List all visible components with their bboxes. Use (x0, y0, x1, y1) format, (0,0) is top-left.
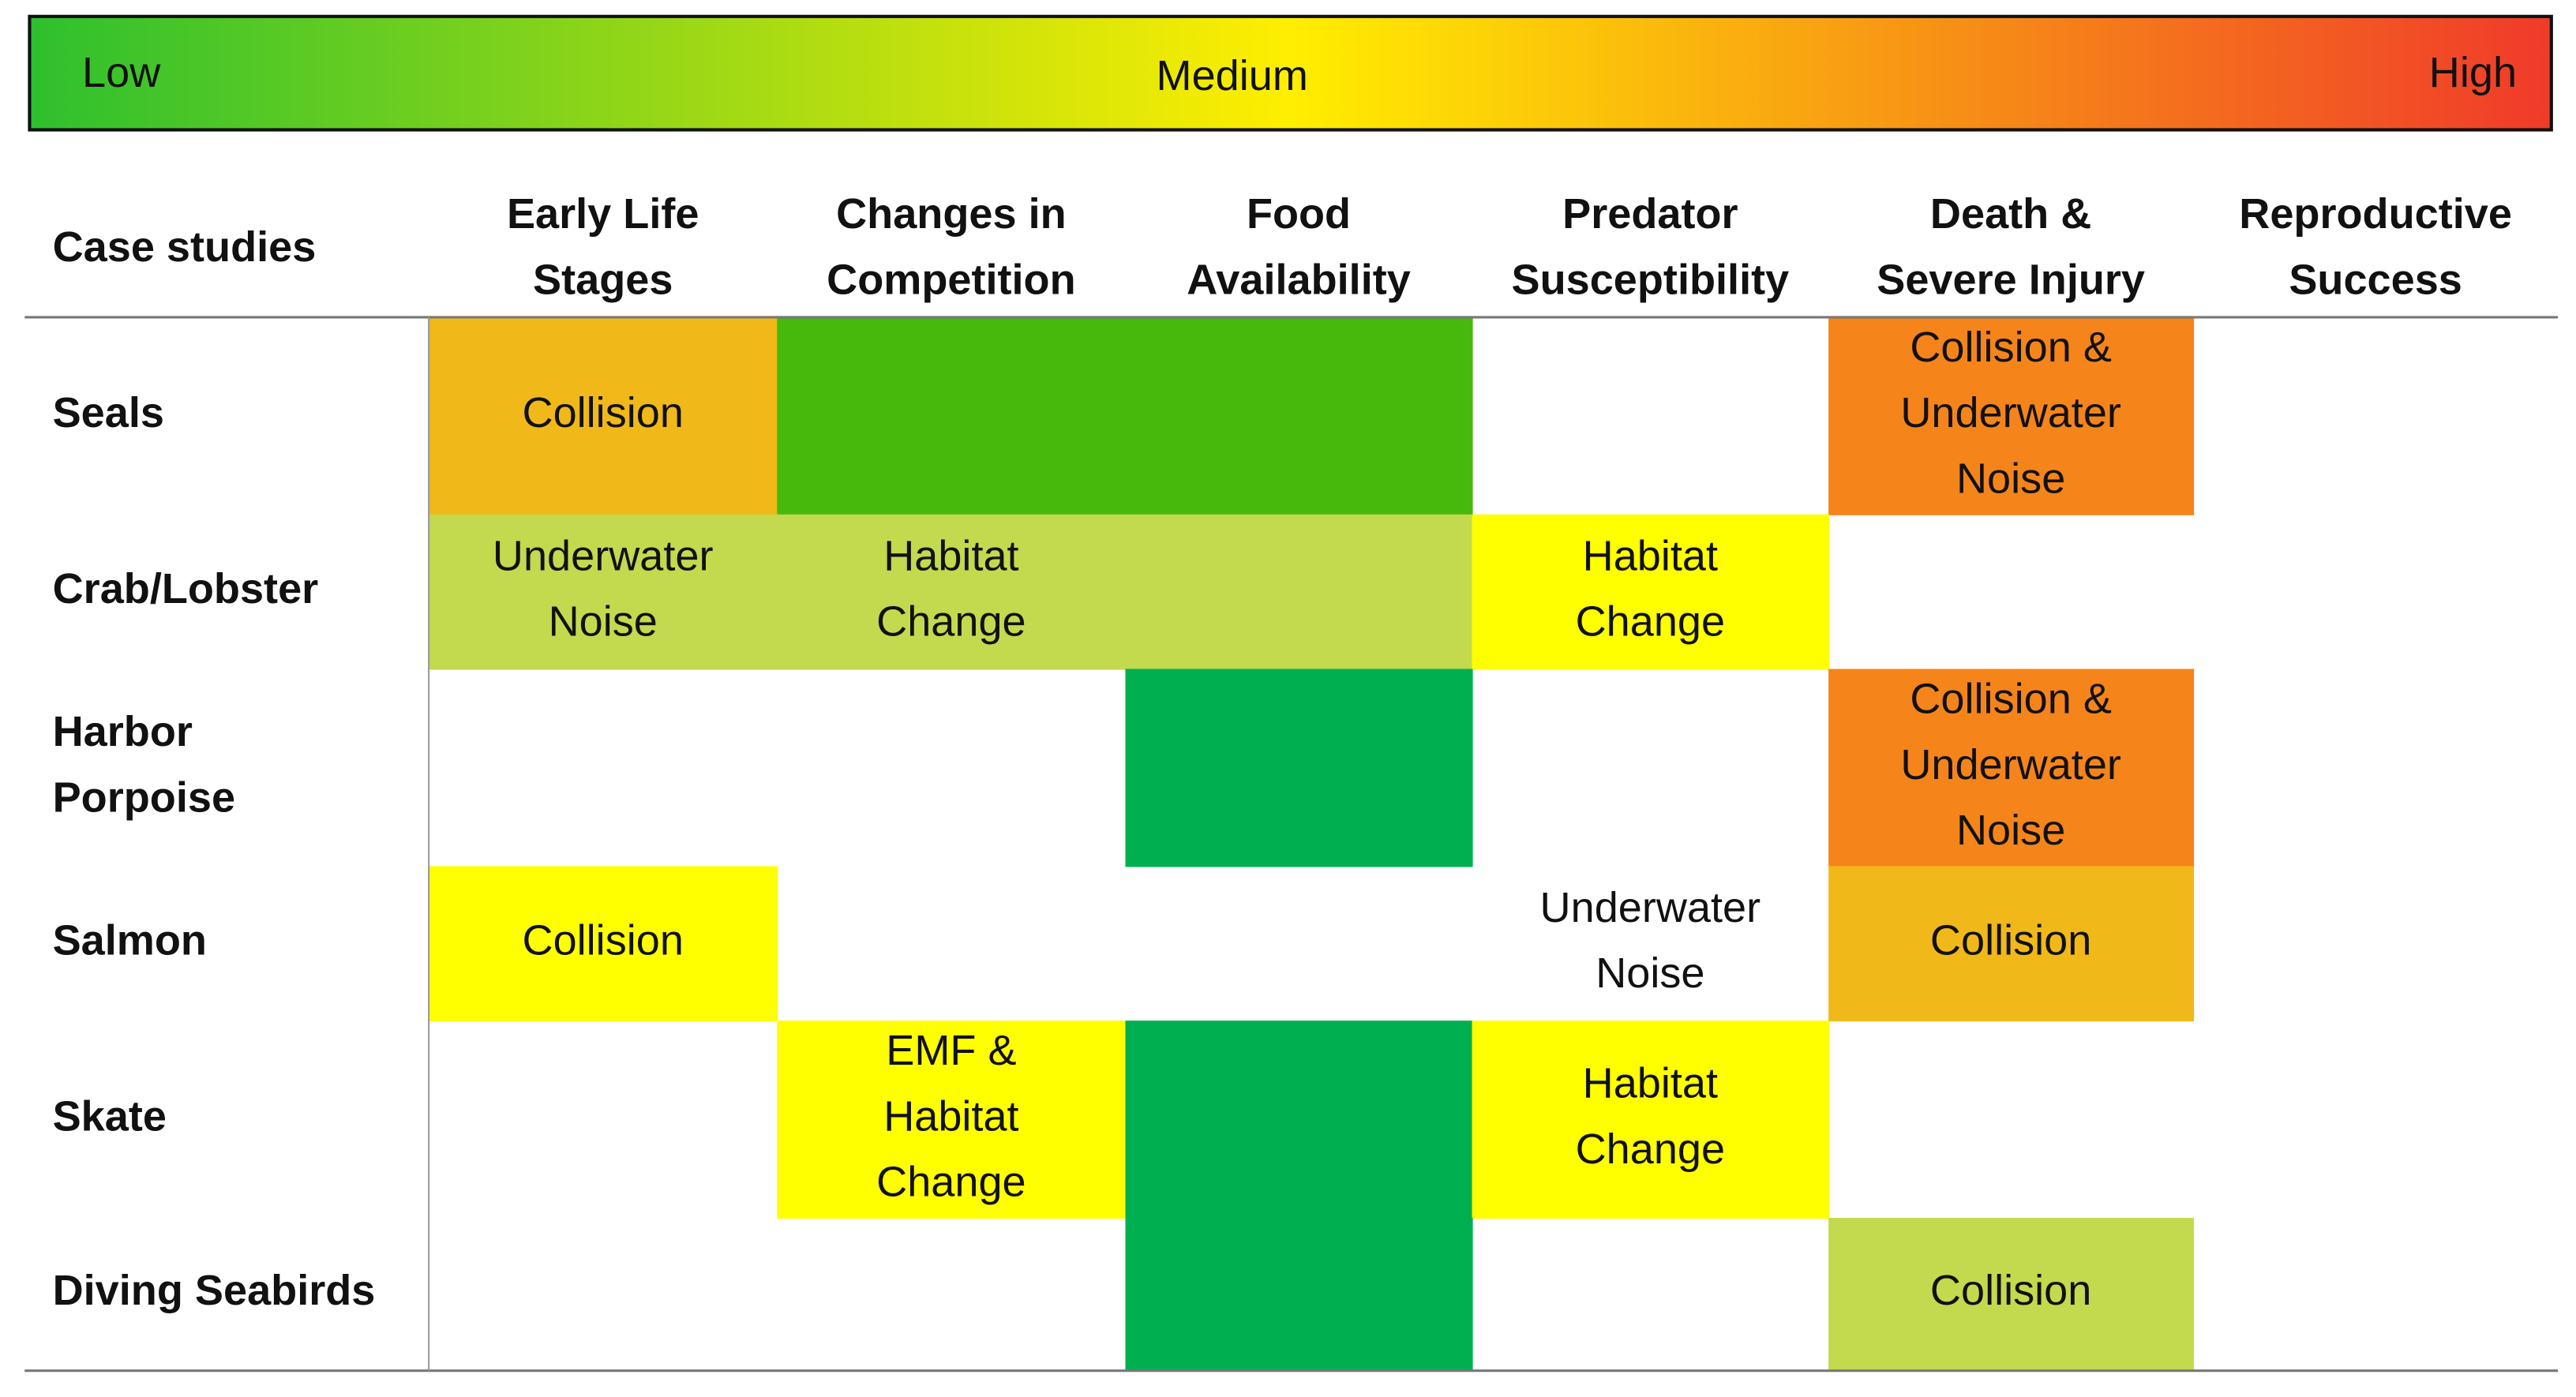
cell-text: Crab/Lobster (53, 565, 319, 612)
cell-text: Stages (533, 256, 673, 303)
cell (1828, 316, 2195, 515)
cell-text: Underwater (1540, 884, 1761, 931)
cell-text: Noise (1595, 949, 1704, 997)
cell (777, 1021, 1127, 1219)
cell (1472, 514, 1830, 670)
legend-medium: Medium (1157, 52, 1308, 99)
cell-text: Food (1247, 190, 1351, 238)
cell (1125, 669, 1473, 867)
cell (777, 316, 1127, 515)
cell-text: Collision (523, 917, 684, 964)
cell (1125, 514, 1473, 670)
cell-text: Habitat (1583, 1060, 1718, 1107)
cell-text: Habitat (883, 1092, 1018, 1140)
cell (429, 316, 778, 515)
cell (777, 514, 1127, 670)
cell-text: Availability (1187, 256, 1411, 303)
cell-text: Change (1576, 598, 1725, 646)
cell-text: Early Life (507, 190, 699, 238)
cell-text: Noise (549, 598, 658, 646)
cell-text: Salmon (53, 917, 207, 964)
cell (1125, 1021, 1473, 1219)
cell (1828, 866, 2195, 1022)
cell-text: Diving Seabirds (53, 1267, 376, 1314)
cell-text: Change (876, 1159, 1026, 1206)
cell-text: Collision & (1910, 324, 2112, 371)
cell-text: Susceptibility (1512, 256, 1790, 303)
legend-low: Low (82, 49, 161, 96)
cell-text: EMF & (886, 1027, 1016, 1074)
cell-text: Collision (523, 389, 684, 436)
cell-text: Competition (827, 256, 1076, 303)
cell-text: Harbor (53, 708, 193, 755)
cell-text: Change (1576, 1125, 1725, 1173)
cell-text: Collision (1930, 1267, 2091, 1314)
cell-text: Skate (53, 1092, 167, 1140)
cell-text: Predator (1562, 190, 1738, 238)
cell-text: Change (876, 598, 1026, 646)
cell (1472, 1021, 1830, 1219)
cell (1125, 1218, 1473, 1370)
cell-text: Reproductive (2239, 190, 2512, 238)
legend-bar (28, 14, 2553, 132)
cell-text: Noise (1956, 455, 2065, 502)
cell-text: Collision (1930, 917, 2091, 964)
cell (1828, 669, 2195, 867)
cell-text: Collision & (1910, 675, 2112, 722)
cell-text: Underwater (493, 532, 714, 579)
cell-text: Changes in (836, 190, 1067, 238)
cell-text: Habitat (1583, 532, 1718, 579)
cell (1125, 316, 1473, 515)
cell-text: Underwater (1900, 389, 2121, 436)
corner-header: Case studies (53, 223, 317, 271)
cell (429, 866, 778, 1022)
cell (1828, 1218, 2195, 1370)
cell-text: Success (2289, 256, 2462, 303)
cell-text: Seals (53, 389, 164, 436)
cell-text: Severe Injury (1877, 256, 2145, 303)
cell (429, 514, 778, 670)
cell-text: Death & (1930, 190, 2091, 238)
legend-high: High (2429, 49, 2517, 96)
cell-text: Noise (1956, 807, 2065, 854)
cell-text: Underwater (1900, 741, 2121, 788)
cell-text: Habitat (883, 532, 1018, 579)
cell-text: Porpoise (53, 773, 235, 821)
